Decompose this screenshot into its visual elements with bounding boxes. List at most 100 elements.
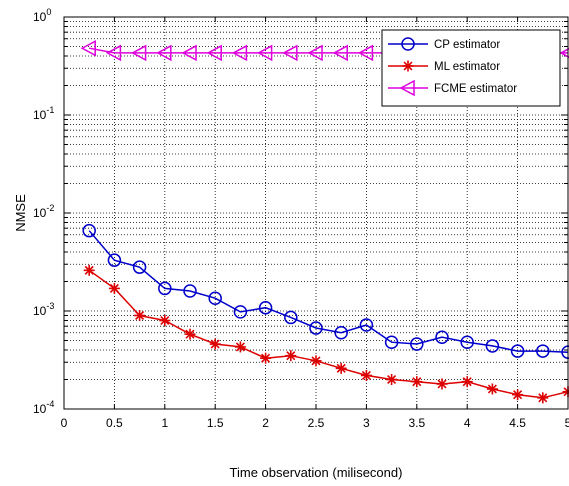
y-tick-base: 10	[33, 206, 47, 220]
data-point	[402, 60, 414, 72]
data-point	[158, 281, 172, 296]
data-point	[132, 260, 147, 274]
y-tick-exponent: -4	[46, 399, 54, 409]
data-point	[359, 318, 374, 332]
y-tick-label: 10-1	[33, 105, 54, 122]
y-tick-label: 100	[33, 7, 51, 24]
data-point	[332, 44, 348, 62]
data-point	[360, 369, 372, 381]
data-point	[258, 300, 273, 315]
data-point	[82, 223, 96, 238]
y-tick-exponent: -2	[46, 203, 54, 213]
x-tick-label: 2	[262, 416, 269, 430]
data-point	[357, 44, 374, 62]
data-point	[536, 344, 550, 358]
data-point	[183, 284, 197, 298]
data-point	[206, 44, 222, 62]
data-point	[435, 330, 449, 344]
data-point	[208, 291, 222, 305]
x-tick-label: 1	[161, 416, 168, 430]
legend: CP estimator ML estimator FCME estimator	[381, 29, 561, 107]
y-tick-label: 10-2	[33, 203, 54, 220]
x-tick-label: 3.5	[408, 416, 425, 430]
data-point	[401, 37, 415, 51]
data-point	[260, 352, 272, 364]
x-tick-label: 4	[464, 416, 471, 430]
y-tick-base: 10	[33, 304, 47, 318]
data-point	[159, 314, 171, 326]
data-point	[334, 325, 348, 340]
data-point	[184, 328, 196, 340]
data-point	[134, 309, 146, 321]
y-axis-label: NMSE	[13, 194, 28, 232]
legend-label: CP estimator	[434, 39, 500, 51]
x-tick-label: 2.5	[308, 416, 325, 430]
data-point	[284, 310, 298, 325]
data-point	[486, 383, 498, 395]
x-tick-labels: 0 0.5 1 1.5 2 2.5 3 3.5 4 4.5 5	[61, 416, 569, 430]
legend-entry: CP estimator	[388, 37, 500, 51]
data-point	[510, 344, 525, 358]
series-line	[88, 269, 569, 399]
data-point	[309, 321, 323, 335]
y-tick-base: 10	[33, 402, 47, 416]
data-point	[461, 376, 473, 388]
data-point	[83, 264, 95, 276]
x-axis-label: Time observation (milisecond)	[230, 465, 403, 480]
series-line	[88, 230, 569, 353]
y-tick-label: 10-3	[33, 301, 54, 318]
data-point	[156, 44, 172, 62]
y-tick-label: 10-4	[33, 399, 54, 416]
x-tick-label: 1.5	[207, 416, 224, 430]
data-point	[105, 44, 122, 62]
data-point	[310, 355, 322, 367]
series-layer	[80, 39, 569, 404]
data-point	[512, 389, 524, 401]
y-tick-base: 10	[33, 10, 47, 24]
data-point	[107, 253, 122, 267]
data-point	[131, 44, 147, 62]
legend-label: FCME estimator	[434, 83, 517, 95]
y-tick-exponent: -3	[46, 301, 54, 311]
data-point	[537, 392, 549, 404]
x-tick-label: 4.5	[509, 416, 526, 430]
axis-ticks	[63, 17, 569, 410]
series-asterisk	[83, 264, 569, 404]
x-tick-label: 3	[363, 416, 370, 430]
data-point	[209, 338, 221, 350]
data-point	[460, 335, 474, 349]
y-tick-exponent: -1	[46, 105, 54, 115]
data-point	[181, 44, 197, 62]
data-point	[410, 337, 424, 351]
data-point	[233, 305, 248, 319]
legend-entry: ML estimator	[388, 60, 500, 73]
data-point	[335, 362, 347, 374]
series-circle	[82, 223, 569, 359]
data-point	[307, 44, 323, 62]
x-tick-label: 5	[565, 416, 569, 430]
y-tick-base: 10	[33, 108, 47, 122]
data-point	[231, 44, 248, 62]
data-point	[108, 282, 120, 294]
data-point	[386, 373, 398, 385]
data-point	[80, 39, 96, 57]
data-point	[257, 44, 273, 62]
x-tick-label: 0.5	[106, 416, 123, 430]
data-point	[384, 335, 399, 349]
data-point	[399, 79, 415, 97]
data-point	[411, 376, 423, 388]
data-point	[485, 339, 500, 353]
data-point	[436, 378, 448, 390]
data-point	[234, 341, 246, 353]
data-point	[285, 350, 297, 362]
legend-label: ML estimator	[434, 61, 500, 73]
data-point	[282, 44, 298, 62]
x-tick-label: 0	[61, 416, 68, 430]
legend-entries: CP estimator ML estimator FCME estimator	[388, 37, 517, 97]
plot-frame	[63, 16, 569, 410]
legend-entry: FCME estimator	[388, 79, 517, 97]
y-tick-exponent: 0	[46, 7, 51, 17]
